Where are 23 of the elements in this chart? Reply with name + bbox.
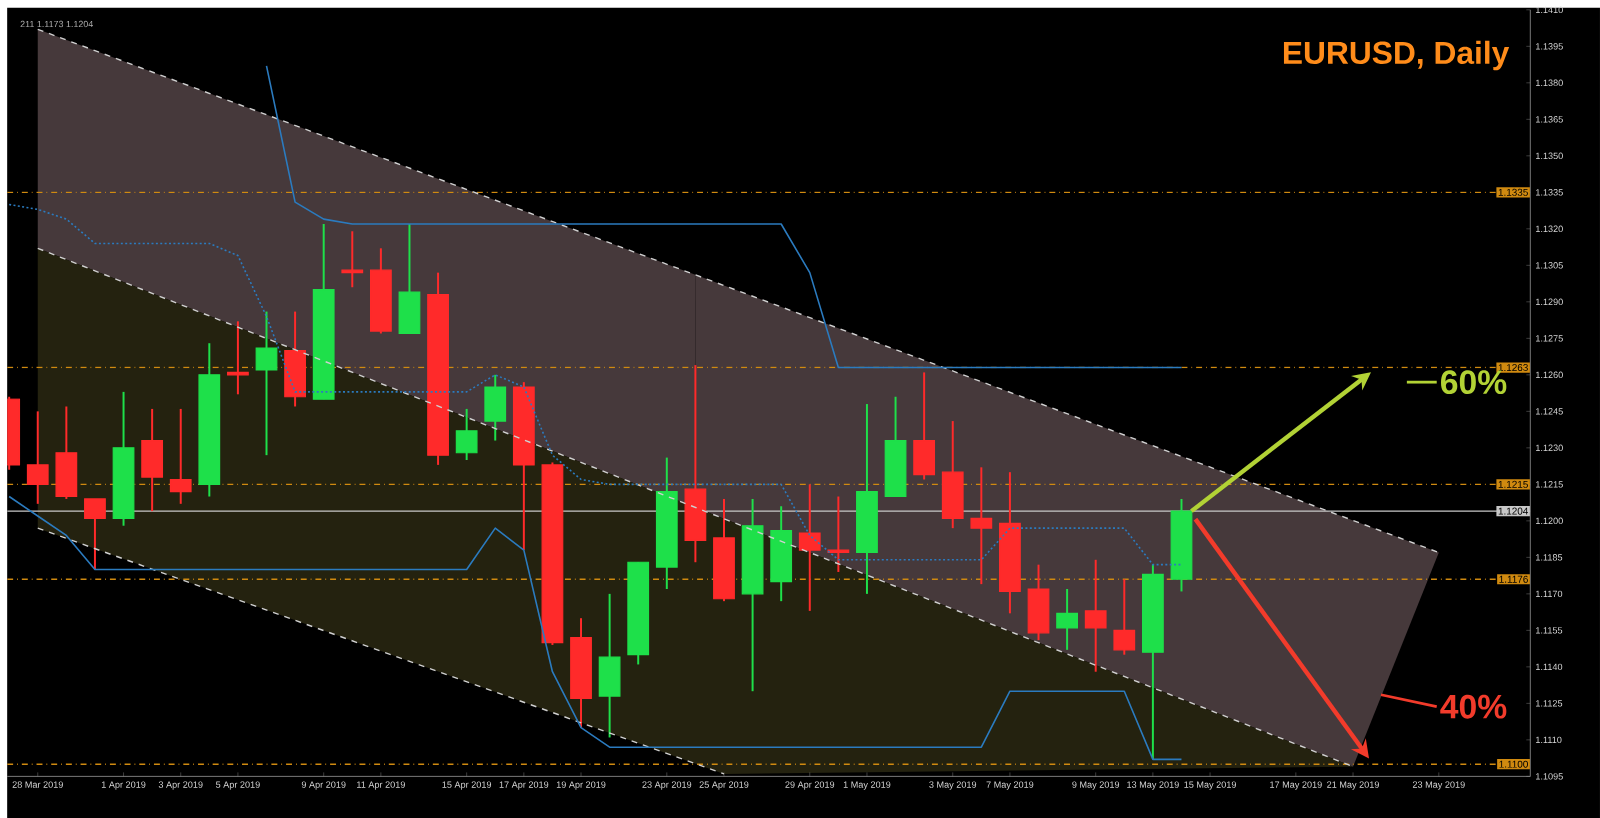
candlestick bbox=[598, 592, 621, 739]
candlestick bbox=[141, 407, 164, 513]
candlestick bbox=[84, 497, 106, 571]
candlestick bbox=[26, 410, 49, 505]
candlestick bbox=[484, 373, 507, 442]
candlestick bbox=[941, 419, 964, 530]
candlestick bbox=[1113, 578, 1136, 656]
candlestick bbox=[455, 407, 478, 461]
candlestick bbox=[970, 466, 993, 586]
candlestick bbox=[913, 371, 936, 481]
candlestick bbox=[1027, 563, 1050, 642]
candlestick bbox=[1056, 587, 1078, 651]
candlestick bbox=[827, 495, 850, 573]
annotation: 60% bbox=[1441, 370, 1507, 395]
text: EURUSD, Daily bbox=[1283, 40, 1510, 71]
candlestick bbox=[169, 407, 192, 505]
candlestick bbox=[398, 222, 421, 335]
annotation: 40% bbox=[1440, 694, 1507, 719]
candlestick bbox=[284, 310, 306, 408]
candlestick bbox=[55, 405, 78, 500]
candlestick bbox=[798, 483, 821, 612]
candlestick bbox=[255, 310, 278, 457]
candlestick bbox=[1084, 558, 1107, 673]
